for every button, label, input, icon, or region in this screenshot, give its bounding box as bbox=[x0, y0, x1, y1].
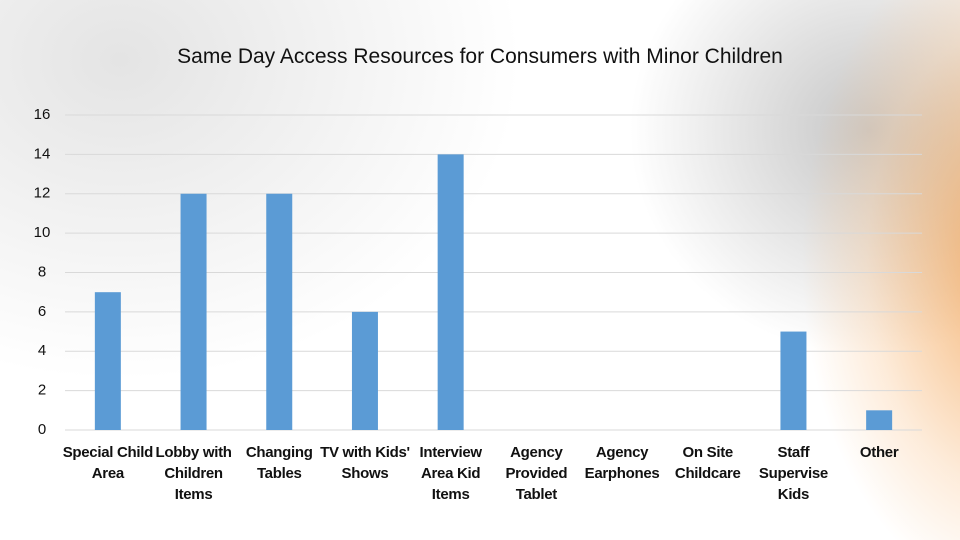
x-tick-label: Agency Earphones bbox=[584, 444, 660, 482]
x-tick-label: Staff Supervise Kids bbox=[758, 444, 828, 503]
x-tick-label: Changing Tables bbox=[245, 444, 313, 482]
y-tick-label: 14 bbox=[34, 145, 51, 162]
y-tick-label: 8 bbox=[38, 263, 46, 280]
bar bbox=[351, 311, 378, 430]
bar bbox=[94, 292, 121, 430]
bar bbox=[437, 154, 464, 430]
x-tick-label: TV with Kids' Shows bbox=[320, 444, 410, 482]
x-tick-label: Special Child Area bbox=[62, 444, 154, 482]
x-tick-label: Lobby with Children Items bbox=[155, 444, 232, 503]
bar bbox=[266, 193, 293, 430]
y-tick-label: 16 bbox=[34, 106, 51, 123]
y-tick-label: 4 bbox=[38, 342, 46, 359]
y-tick-label: 2 bbox=[38, 382, 46, 399]
chart-title: Same Day Access Resources for Consumers … bbox=[177, 45, 783, 68]
bar bbox=[180, 193, 207, 430]
x-tick-label: On Site Childcare bbox=[674, 444, 741, 482]
x-tick-label: Other bbox=[859, 444, 899, 461]
bar bbox=[866, 410, 893, 430]
y-tick-label: 12 bbox=[34, 185, 51, 202]
y-tick-label: 0 bbox=[38, 421, 46, 438]
x-tick-label: Agency Provided Tablet bbox=[505, 444, 568, 503]
y-tick-label: 6 bbox=[38, 303, 46, 320]
bar bbox=[780, 331, 807, 430]
x-tick-label: Interview Area Kid Items bbox=[419, 444, 482, 503]
y-tick-label: 10 bbox=[34, 224, 51, 241]
